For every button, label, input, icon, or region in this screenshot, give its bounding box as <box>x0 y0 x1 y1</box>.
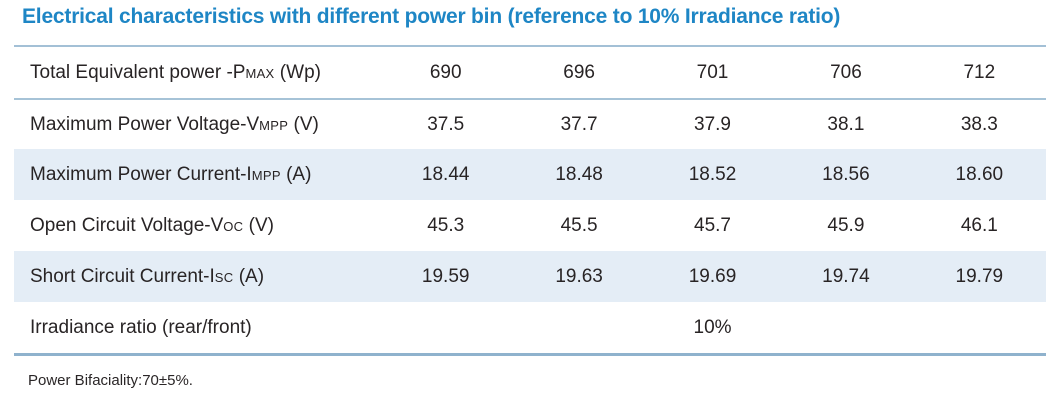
footnote: Power Bifaciality:70±5%. <box>28 372 193 389</box>
value-cell: 19.63 <box>555 265 603 287</box>
table-row-vmpp: Maximum Power Voltage-VMPP (V) 37.5 37.7… <box>14 98 1046 149</box>
value-cell: 18.52 <box>688 163 737 185</box>
row-label: Short Circuit Current-ISC (A) <box>14 266 379 288</box>
value-cell: 690 <box>429 61 462 83</box>
value-cell: 38.1 <box>827 113 865 135</box>
row-label-unit: (V) <box>288 113 319 135</box>
row-label: Maximum Power Voltage-VMPP (V) <box>14 114 379 136</box>
value-cell: 37.9 <box>694 113 731 135</box>
row-label-text: Open Circuit Voltage-V <box>30 214 224 236</box>
value-cell: 38.3 <box>960 113 998 135</box>
row-label-text: Irradiance ratio (rear/front) <box>30 316 252 338</box>
row-label-unit: (Wp) <box>274 61 321 83</box>
table-row-voc: Open Circuit Voltage-VOC (V) 45.3 45.5 4… <box>14 200 1046 251</box>
table-row-irradiance-ratio: Irradiance ratio (rear/front) 10% <box>14 302 1046 353</box>
value-cell: 18.60 <box>955 163 1004 185</box>
row-label: Total Equivalent power -PMAX (Wp) <box>14 62 379 84</box>
row-label-text: Maximum Power Current-I <box>30 163 252 185</box>
row-label-text: Maximum Power Voltage-V <box>30 113 260 135</box>
value-cell: 701 <box>696 61 729 83</box>
row-label-subscript: MAX <box>245 65 275 81</box>
row-label-subscript: MPP <box>251 167 281 183</box>
value-cell: 45.7 <box>694 214 731 236</box>
value-cell: 37.7 <box>560 113 598 135</box>
row-label-unit: (A) <box>233 265 265 287</box>
value-cell: 712 <box>963 61 996 83</box>
value-cell: 45.5 <box>560 214 598 236</box>
value-cell: 18.44 <box>421 163 470 185</box>
value-cell: 45.3 <box>427 214 465 236</box>
row-label-subscript: MPP <box>259 117 289 133</box>
table-title: Electrical characteristics with differen… <box>22 5 841 28</box>
row-label: Maximum Power Current-IMPP (A) <box>14 164 379 186</box>
value-cell: 19.69 <box>688 265 737 287</box>
row-label: Irradiance ratio (rear/front) <box>14 317 379 339</box>
electrical-characteristics-table: Total Equivalent power -PMAX (Wp) 690 69… <box>14 45 1046 356</box>
value-cell: 18.56 <box>822 163 870 185</box>
table-row-isc: Short Circuit Current-ISC (A) 19.59 19.6… <box>14 251 1046 302</box>
row-label-subscript: OC <box>223 218 244 234</box>
row-label-subscript: SC <box>214 269 234 285</box>
table-row-pmax: Total Equivalent power -PMAX (Wp) 690 69… <box>14 47 1046 98</box>
row-label-unit: (V) <box>243 214 274 236</box>
value-cell: 46.1 <box>960 214 998 236</box>
table-row-impp: Maximum Power Current-IMPP (A) 18.44 18.… <box>14 149 1046 200</box>
value-cell: 18.48 <box>555 163 603 185</box>
row-label-text: Short Circuit Current-I <box>30 265 215 287</box>
row-label-text: Total Equivalent power -P <box>30 61 246 83</box>
value-cell: 706 <box>830 61 862 83</box>
value-cell: 10% <box>693 316 732 338</box>
value-cell: 45.9 <box>827 214 865 236</box>
row-label: Open Circuit Voltage-VOC (V) <box>14 215 379 237</box>
value-cell: 37.5 <box>427 113 465 135</box>
row-label-unit: (A) <box>280 163 312 185</box>
value-cell: 19.59 <box>421 265 470 287</box>
value-cell: 19.74 <box>822 265 870 287</box>
value-cell: 19.79 <box>955 265 1004 287</box>
value-cell: 696 <box>563 61 595 83</box>
